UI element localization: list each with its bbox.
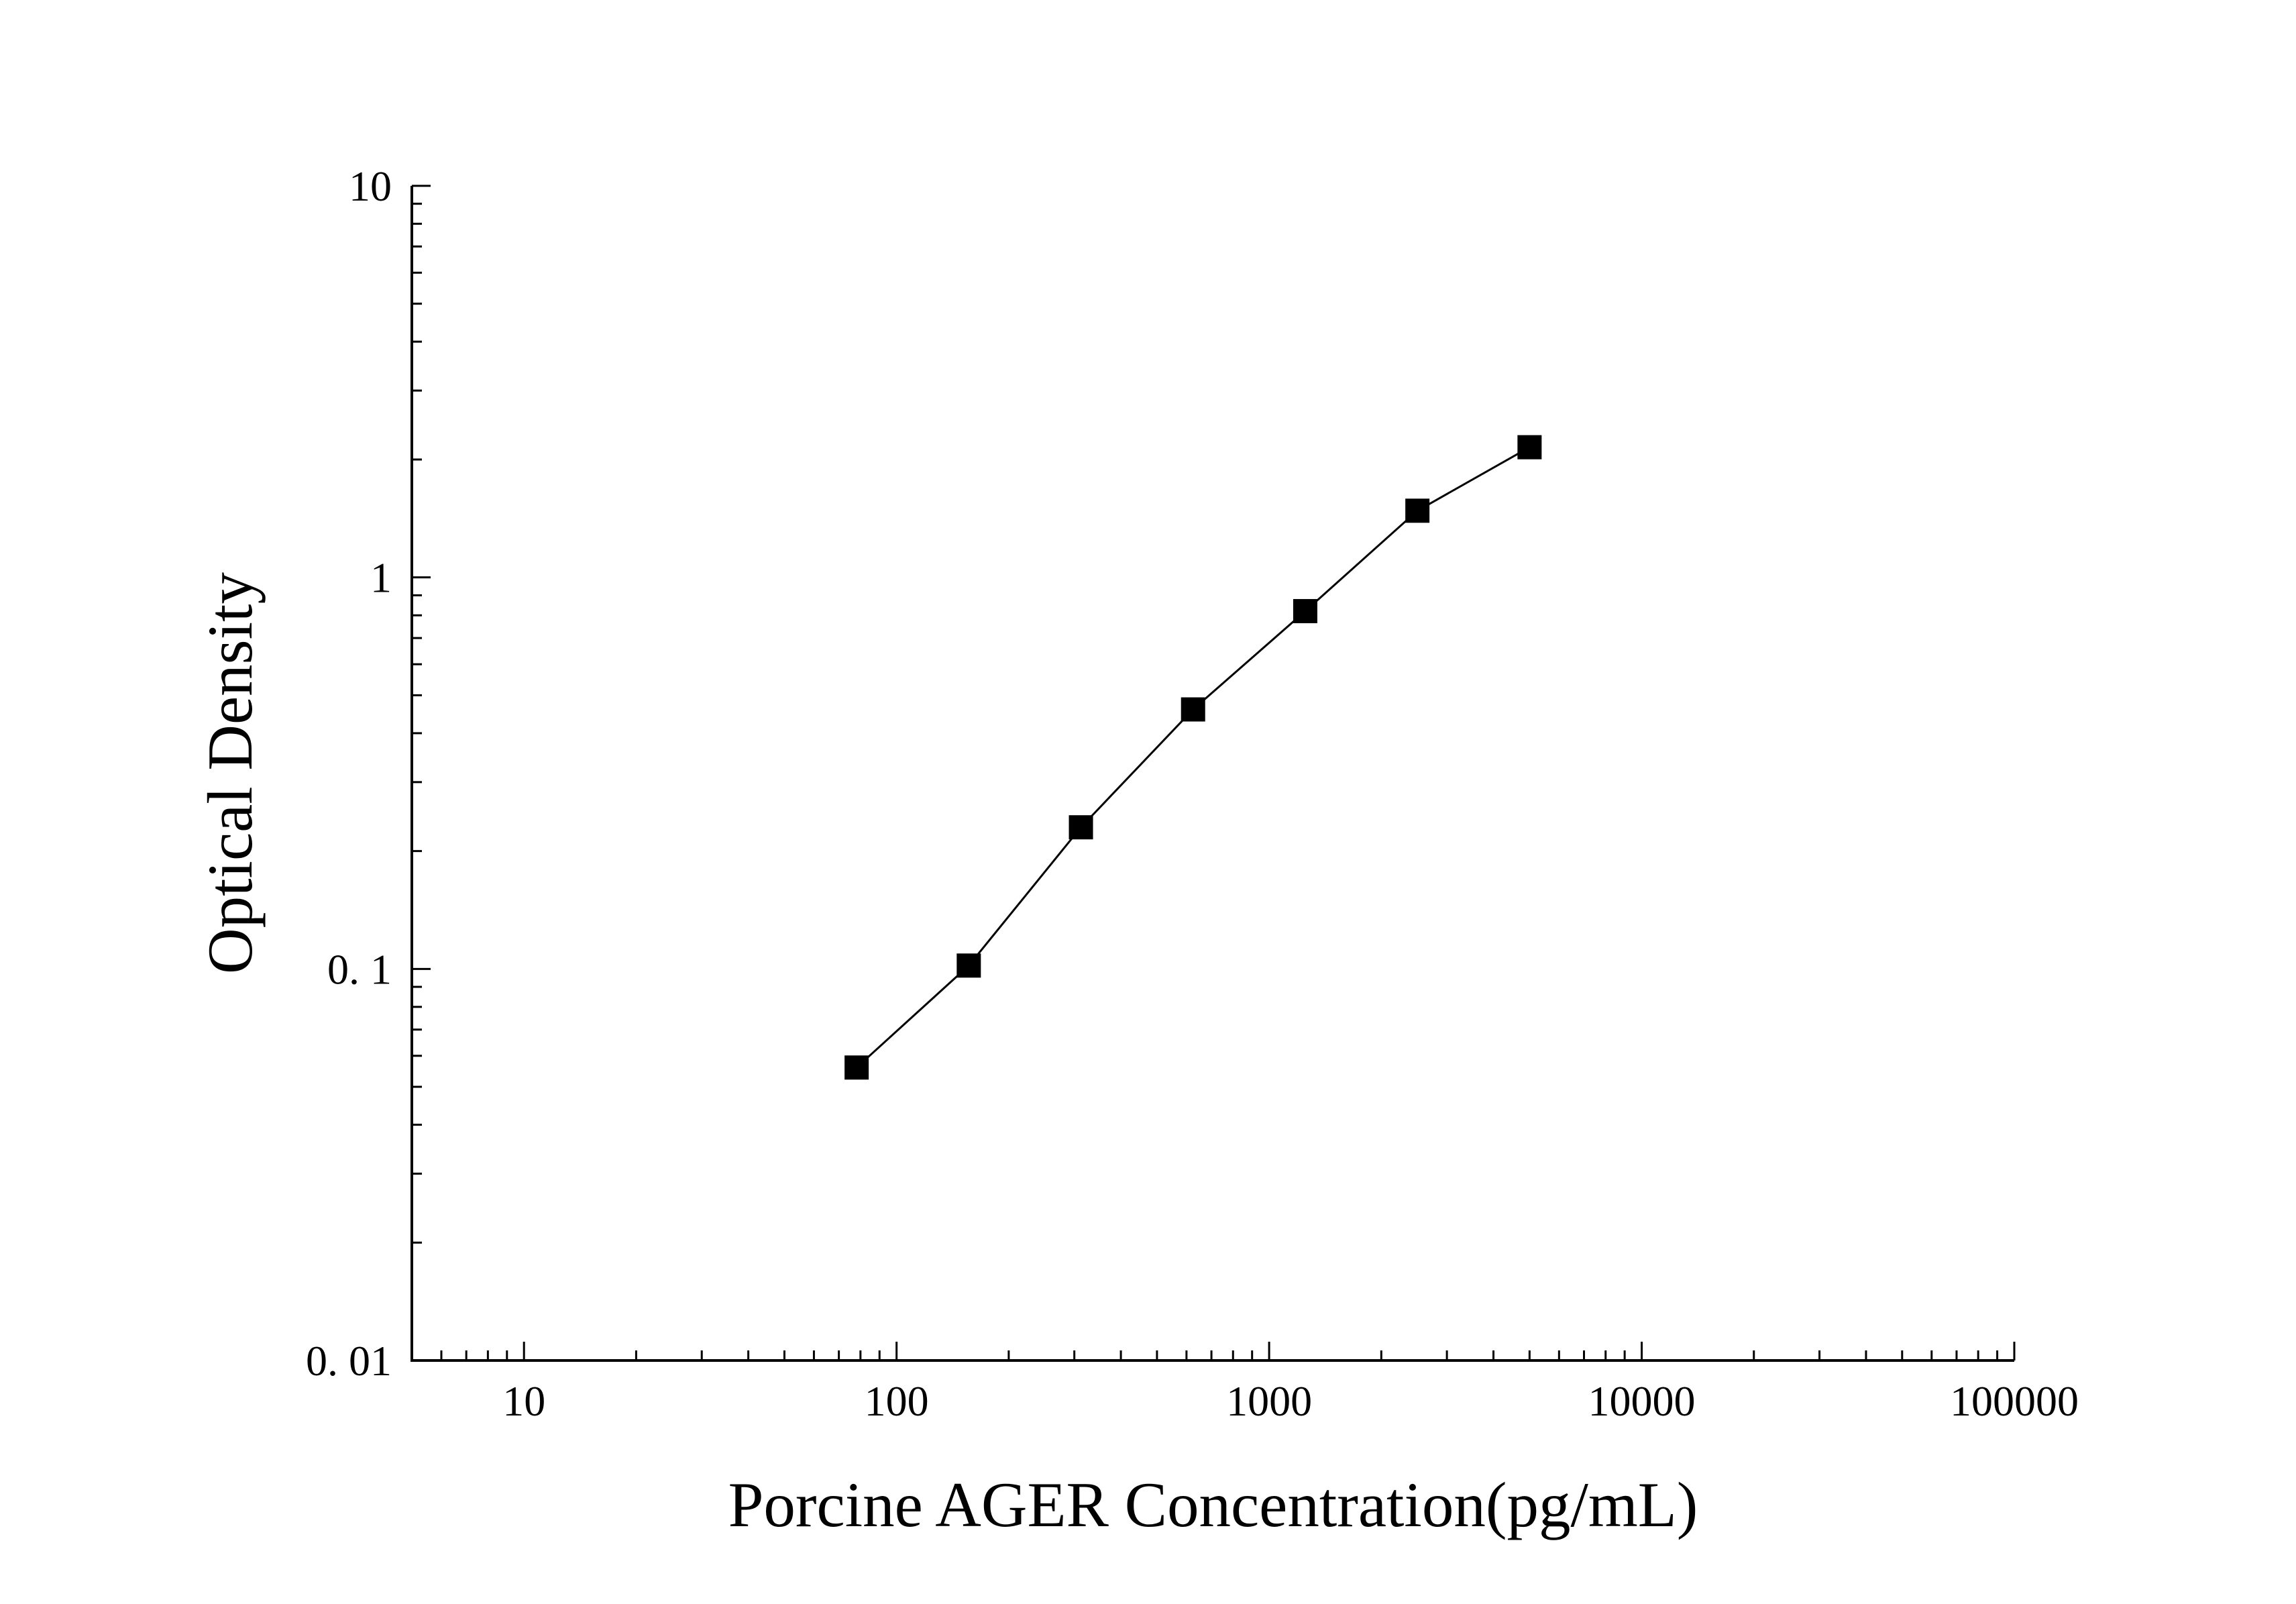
y-tick-label: 1: [370, 554, 392, 602]
data-point: [1069, 815, 1093, 840]
x-tick-label: 1000: [1226, 1377, 1312, 1425]
x-tick-label: 100: [865, 1377, 929, 1425]
x-tick-labels: 10 100 1000 10000 100000: [502, 1377, 2079, 1425]
data-points: [844, 435, 1542, 1080]
x-tick-label: 10: [502, 1377, 545, 1425]
y-tick-label: 10: [349, 162, 392, 210]
y-tick-label: 0. 01: [306, 1337, 392, 1385]
y-axis-ticks: [412, 184, 431, 1362]
y-tick-label: 0. 1: [327, 945, 392, 993]
y-tick-labels: 10 1 0. 1 0. 01: [306, 162, 392, 1385]
x-axis-label: Porcine AGER Concentration(pg/mL): [728, 1469, 1698, 1540]
data-point: [956, 953, 981, 978]
data-point: [844, 1055, 869, 1080]
x-axis-ticks: [411, 1342, 2016, 1360]
data-point: [1517, 435, 1542, 460]
data-point: [1405, 498, 1430, 523]
x-tick-label: 100000: [1950, 1377, 2079, 1425]
y-axis-label: Optical Density: [195, 572, 266, 974]
data-point: [1293, 598, 1317, 623]
data-point: [1181, 697, 1205, 722]
x-tick-label: 10000: [1588, 1377, 1696, 1425]
